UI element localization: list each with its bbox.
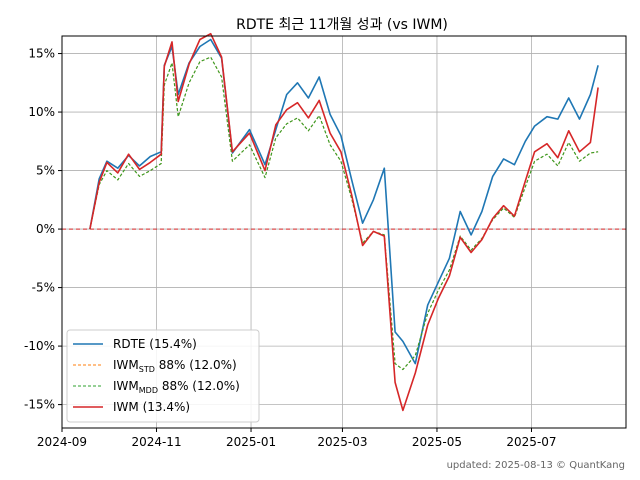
y-tick-label: -10% — [24, 339, 55, 353]
series-line-3 — [89, 32, 599, 412]
y-tick-label: -15% — [24, 398, 55, 412]
x-tick-label: 2025-07 — [506, 435, 556, 449]
series-lines — [89, 32, 599, 412]
chart-title: RDTE 최근 11개월 성과 (vs IWM) — [236, 17, 448, 33]
legend-label-rest: 88% (12.0%) — [155, 358, 237, 372]
legend-label-2: IWMMDD 88% (12.0%) — [113, 379, 240, 395]
legend-label-rest: 88% (12.0%) — [158, 379, 240, 393]
legend-box — [66, 329, 260, 423]
plot-frame — [61, 35, 627, 429]
y-tick-label: 10% — [28, 105, 55, 119]
x-tick-label: 2025-05 — [412, 435, 462, 449]
legend-label-subscript: STD — [139, 365, 155, 374]
legend-label-subscript: MDD — [139, 386, 158, 395]
legend-label-main: IWM — [113, 379, 139, 393]
legend-label-main: RDTE (15.4%) — [113, 337, 197, 351]
legend-label-main: IWM — [113, 358, 139, 372]
y-tick-label: -5% — [32, 281, 55, 295]
legend-label-0: RDTE (15.4%) — [113, 337, 197, 351]
axis-ticks: 15% 10% 5% 0% -5% -10% -15% 2024-09 2024-11 2025-… — [24, 47, 557, 449]
x-tick-label: 2025-03 — [317, 435, 367, 449]
y-tick-label: 5% — [36, 164, 55, 178]
x-tick-label: 2024-09 — [37, 435, 87, 449]
y-tick-label: 0% — [36, 222, 55, 236]
x-tick-label: 2025-01 — [226, 435, 276, 449]
x-tick-label: 2024-11 — [131, 435, 181, 449]
y-tick-label: 15% — [28, 47, 55, 61]
legend: RDTE (15.4%)IWMSTD 88% (12.0%)IWMMDD 88%… — [66, 329, 260, 423]
legend-label-main: IWM (13.4%) — [113, 400, 190, 414]
footer-credit: updated: 2025-08-13 © QuantKang — [447, 460, 625, 471]
legend-label-1: IWMSTD 88% (12.0%) — [113, 358, 237, 374]
legend-label-3: IWM (13.4%) — [113, 400, 190, 414]
